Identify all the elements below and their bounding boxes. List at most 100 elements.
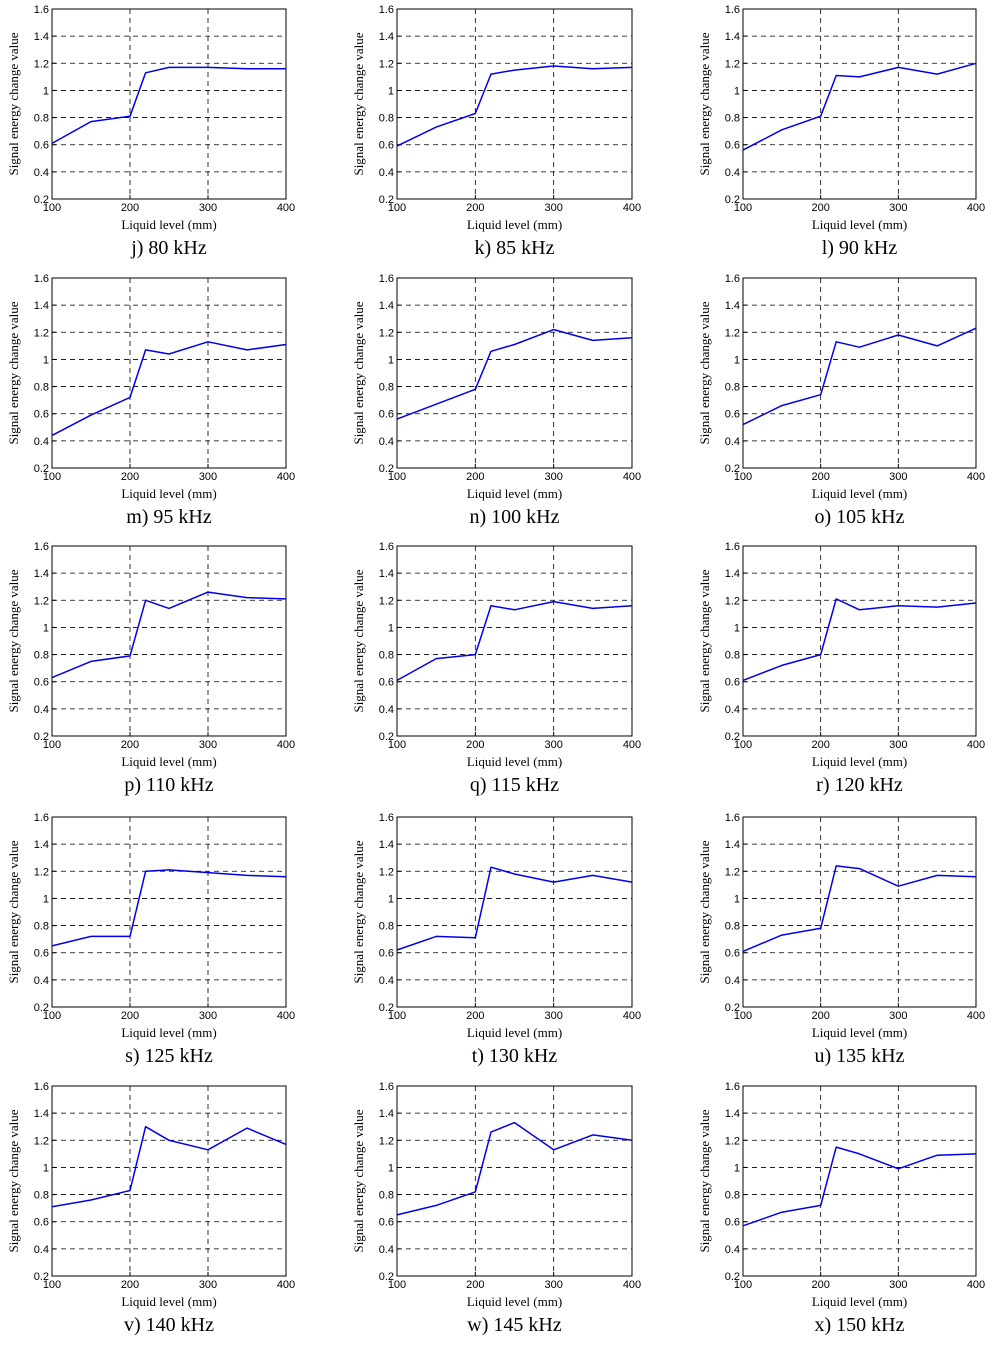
y-tick-label: 0.2 bbox=[379, 463, 394, 475]
y-tick-label: 1 bbox=[734, 85, 740, 97]
y-tick-label: 0.6 bbox=[34, 140, 49, 152]
grid bbox=[743, 9, 976, 199]
y-tick-label: 1.6 bbox=[725, 4, 740, 16]
x-tick-label: 300 bbox=[889, 1010, 907, 1022]
grid bbox=[397, 817, 632, 1007]
y-tick-label: 0.6 bbox=[379, 1217, 394, 1229]
y-tick-label: 0.6 bbox=[725, 1217, 740, 1229]
chart-panel: 0.2 0.4 0.6 0.8 1 1.2 1.4 1.6 100 200 300 400 Liquid… bbox=[0, 538, 320, 798]
subplot-caption: v) 140 kHz bbox=[124, 1314, 214, 1336]
x-axis-label: Liquid level (mm) bbox=[121, 1294, 216, 1309]
y-tick-label: 1.6 bbox=[725, 541, 740, 553]
chart-svg: 0.2 0.4 0.6 0.8 1 1.2 1.4 1.6 100 200 300 400 Liquid… bbox=[697, 541, 985, 769]
subplot-caption: s) 125 kHz bbox=[125, 1045, 213, 1067]
y-tick-label: 1.4 bbox=[725, 300, 740, 312]
chart-panel: 0.2 0.4 0.6 0.8 1 1.2 1.4 1.6 100 200 300 400 Liquid… bbox=[691, 1, 994, 261]
plot-frame bbox=[396, 545, 633, 737]
x-tick-label: 300 bbox=[544, 739, 562, 751]
series-line bbox=[396, 600, 633, 682]
y-tick-label: 0.6 bbox=[34, 677, 49, 689]
chart-panel: 0.2 0.4 0.6 0.8 1 1.2 1.4 1.6 100 200 300 400 Liquid… bbox=[691, 1078, 994, 1338]
subplot-caption: q) 115 kHz bbox=[469, 774, 560, 796]
chart-svg: 0.2 0.4 0.6 0.8 1 1.2 1.4 1.6 100 200 300 400 Liquid… bbox=[351, 273, 641, 501]
y-tick-label: 1 bbox=[43, 354, 49, 366]
y-tick-label: 1 bbox=[734, 354, 740, 366]
series-line bbox=[742, 598, 977, 682]
plot-frame bbox=[51, 545, 287, 737]
y-tick-label: 1.2 bbox=[379, 58, 394, 70]
y-tick-label: 1.4 bbox=[34, 568, 49, 580]
y-tick-label: 0.4 bbox=[379, 975, 394, 987]
y-axis-label: Signal energy change value bbox=[6, 569, 21, 712]
x-tick-label: 200 bbox=[466, 1279, 484, 1291]
y-tick-label: 1 bbox=[43, 893, 49, 905]
x-tick-label: 200 bbox=[811, 202, 829, 214]
chart-svg: 0.2 0.4 0.6 0.8 1 1.2 1.4 1.6 100 200 300 400 Liquid… bbox=[6, 4, 295, 232]
x-tick-label: 100 bbox=[388, 1010, 406, 1022]
chart-svg: 0.2 0.4 0.6 0.8 1 1.2 1.4 1.6 100 200 300 400 Liquid… bbox=[6, 273, 295, 501]
y-tick-label: 1.4 bbox=[34, 1108, 49, 1120]
chart-svg: 0.2 0.4 0.6 0.8 1 1.2 1.4 1.6 100 200 300 400 Liquid… bbox=[351, 541, 641, 769]
x-axis-label: Liquid level (mm) bbox=[467, 1294, 562, 1309]
y-tick-label: 0.4 bbox=[725, 1244, 740, 1256]
chart-panel: 0.2 0.4 0.6 0.8 1 1.2 1.4 1.6 100 200 300 400 Liquid… bbox=[0, 270, 320, 530]
y-tick-label: 1.6 bbox=[379, 1081, 394, 1093]
x-axis-label: Liquid level (mm) bbox=[467, 754, 562, 769]
series-line bbox=[396, 1121, 633, 1216]
y-axis-label: Signal energy change value bbox=[6, 32, 21, 175]
x-tick-label: 400 bbox=[623, 1279, 641, 1291]
x-tick-label: 200 bbox=[811, 739, 829, 751]
y-tick-label: 1.2 bbox=[34, 58, 49, 70]
y-tick-label: 0.2 bbox=[379, 194, 394, 206]
y-tick-label: 0.8 bbox=[34, 113, 49, 125]
plot-frame bbox=[396, 1085, 633, 1277]
x-axis-label: Liquid level (mm) bbox=[121, 217, 216, 232]
y-tick-label: 0.2 bbox=[725, 463, 740, 475]
plot-frame bbox=[742, 8, 977, 200]
plot-frame bbox=[51, 816, 287, 1008]
y-tick-label: 1 bbox=[388, 354, 394, 366]
x-tick-label: 400 bbox=[967, 202, 985, 214]
subplot-caption: x) 150 kHz bbox=[814, 1314, 905, 1336]
y-tick-label: 0.8 bbox=[379, 113, 394, 125]
y-tick-label: 0.4 bbox=[34, 436, 49, 448]
x-tick-label: 100 bbox=[43, 1010, 61, 1022]
y-axis-label: Signal energy change value bbox=[697, 840, 712, 983]
x-tick-label: 400 bbox=[277, 202, 295, 214]
y-tick-label: 1.2 bbox=[725, 58, 740, 70]
y-axis-label: Signal energy change value bbox=[6, 1109, 21, 1252]
y-tick-label: 0.4 bbox=[379, 167, 394, 179]
y-tick-label: 0.6 bbox=[34, 1217, 49, 1229]
y-tick-label: 1 bbox=[734, 622, 740, 634]
subplot-caption: r) 120 kHz bbox=[816, 774, 903, 796]
grid bbox=[397, 9, 632, 199]
x-tick-label: 400 bbox=[277, 739, 295, 751]
x-axis-label: Liquid level (mm) bbox=[812, 1025, 907, 1040]
chart-svg: 0.2 0.4 0.6 0.8 1 1.2 1.4 1.6 100 200 300 400 Liquid… bbox=[697, 4, 985, 232]
y-tick-label: 0.2 bbox=[34, 463, 49, 475]
grid bbox=[397, 546, 632, 736]
y-tick-label: 0.2 bbox=[34, 731, 49, 743]
x-tick-label: 400 bbox=[967, 1010, 985, 1022]
chart-panel: 0.2 0.4 0.6 0.8 1 1.2 1.4 1.6 100 200 300 400 Liquid… bbox=[0, 1, 320, 261]
x-tick-label: 100 bbox=[43, 1279, 61, 1291]
series-line bbox=[51, 591, 287, 679]
y-tick-label: 1.2 bbox=[34, 595, 49, 607]
y-tick-label: 1.4 bbox=[34, 31, 49, 43]
y-tick-label: 0.8 bbox=[379, 1190, 394, 1202]
x-tick-label: 300 bbox=[889, 471, 907, 483]
subplot-caption: o) 105 kHz bbox=[814, 506, 905, 528]
x-tick-label: 300 bbox=[889, 739, 907, 751]
x-tick-label: 100 bbox=[734, 1010, 752, 1022]
chart-panel: 0.2 0.4 0.6 0.8 1 1.2 1.4 1.6 100 200 300 400 Liquid… bbox=[691, 270, 994, 530]
x-tick-label: 300 bbox=[544, 202, 562, 214]
x-axis-label: Liquid level (mm) bbox=[467, 217, 562, 232]
x-tick-label: 100 bbox=[388, 1279, 406, 1291]
y-tick-label: 1.6 bbox=[34, 273, 49, 285]
x-tick-label: 300 bbox=[199, 202, 217, 214]
y-axis-label: Signal energy change value bbox=[697, 32, 712, 175]
y-tick-label: 0.6 bbox=[379, 948, 394, 960]
subplot-caption: w) 145 kHz bbox=[467, 1314, 562, 1336]
y-axis-label: Signal energy change value bbox=[697, 1109, 712, 1252]
chart-panel: 0.2 0.4 0.6 0.8 1 1.2 1.4 1.6 100 200 300 400 Liquid… bbox=[345, 809, 665, 1069]
